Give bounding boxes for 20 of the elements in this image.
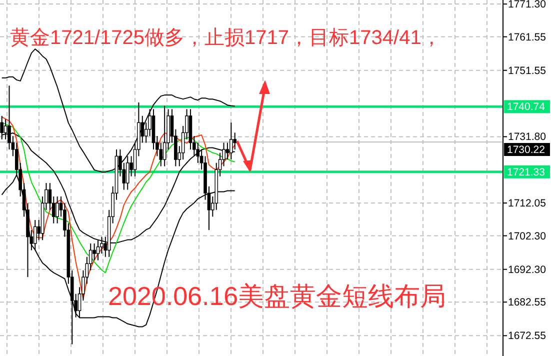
- y-tick-label: 1761.55: [508, 31, 546, 44]
- candlestick: [226, 142, 230, 160]
- y-tick-label: 1751.55: [508, 64, 546, 77]
- line-series: [1, 122, 236, 274]
- y-tick-label: 1731.80: [508, 131, 546, 144]
- ref-line-label: 1730.22: [507, 144, 546, 156]
- y-tick-label: 1702.30: [508, 230, 546, 242]
- ref-line-label: 1721.33: [507, 166, 546, 178]
- y-tick-label: 1682.55: [508, 296, 546, 309]
- y-tick-label: 1771.30: [508, 0, 546, 11]
- candlestick: [56, 196, 59, 224]
- candlestick: [33, 219, 37, 251]
- ref-line-label: 1740.74: [507, 101, 546, 114]
- candlestick: [162, 105, 166, 167]
- y-tick-label: 1672.55: [508, 330, 546, 342]
- candlestick: [92, 242, 96, 261]
- y-tick-label: 1712.05: [508, 198, 546, 210]
- candlestick: [233, 132, 237, 150]
- y-tick-label: 1692.30: [508, 264, 546, 276]
- text: 黄金1721/1725做多，止损1717，目标1734/41，: [10, 27, 442, 49]
